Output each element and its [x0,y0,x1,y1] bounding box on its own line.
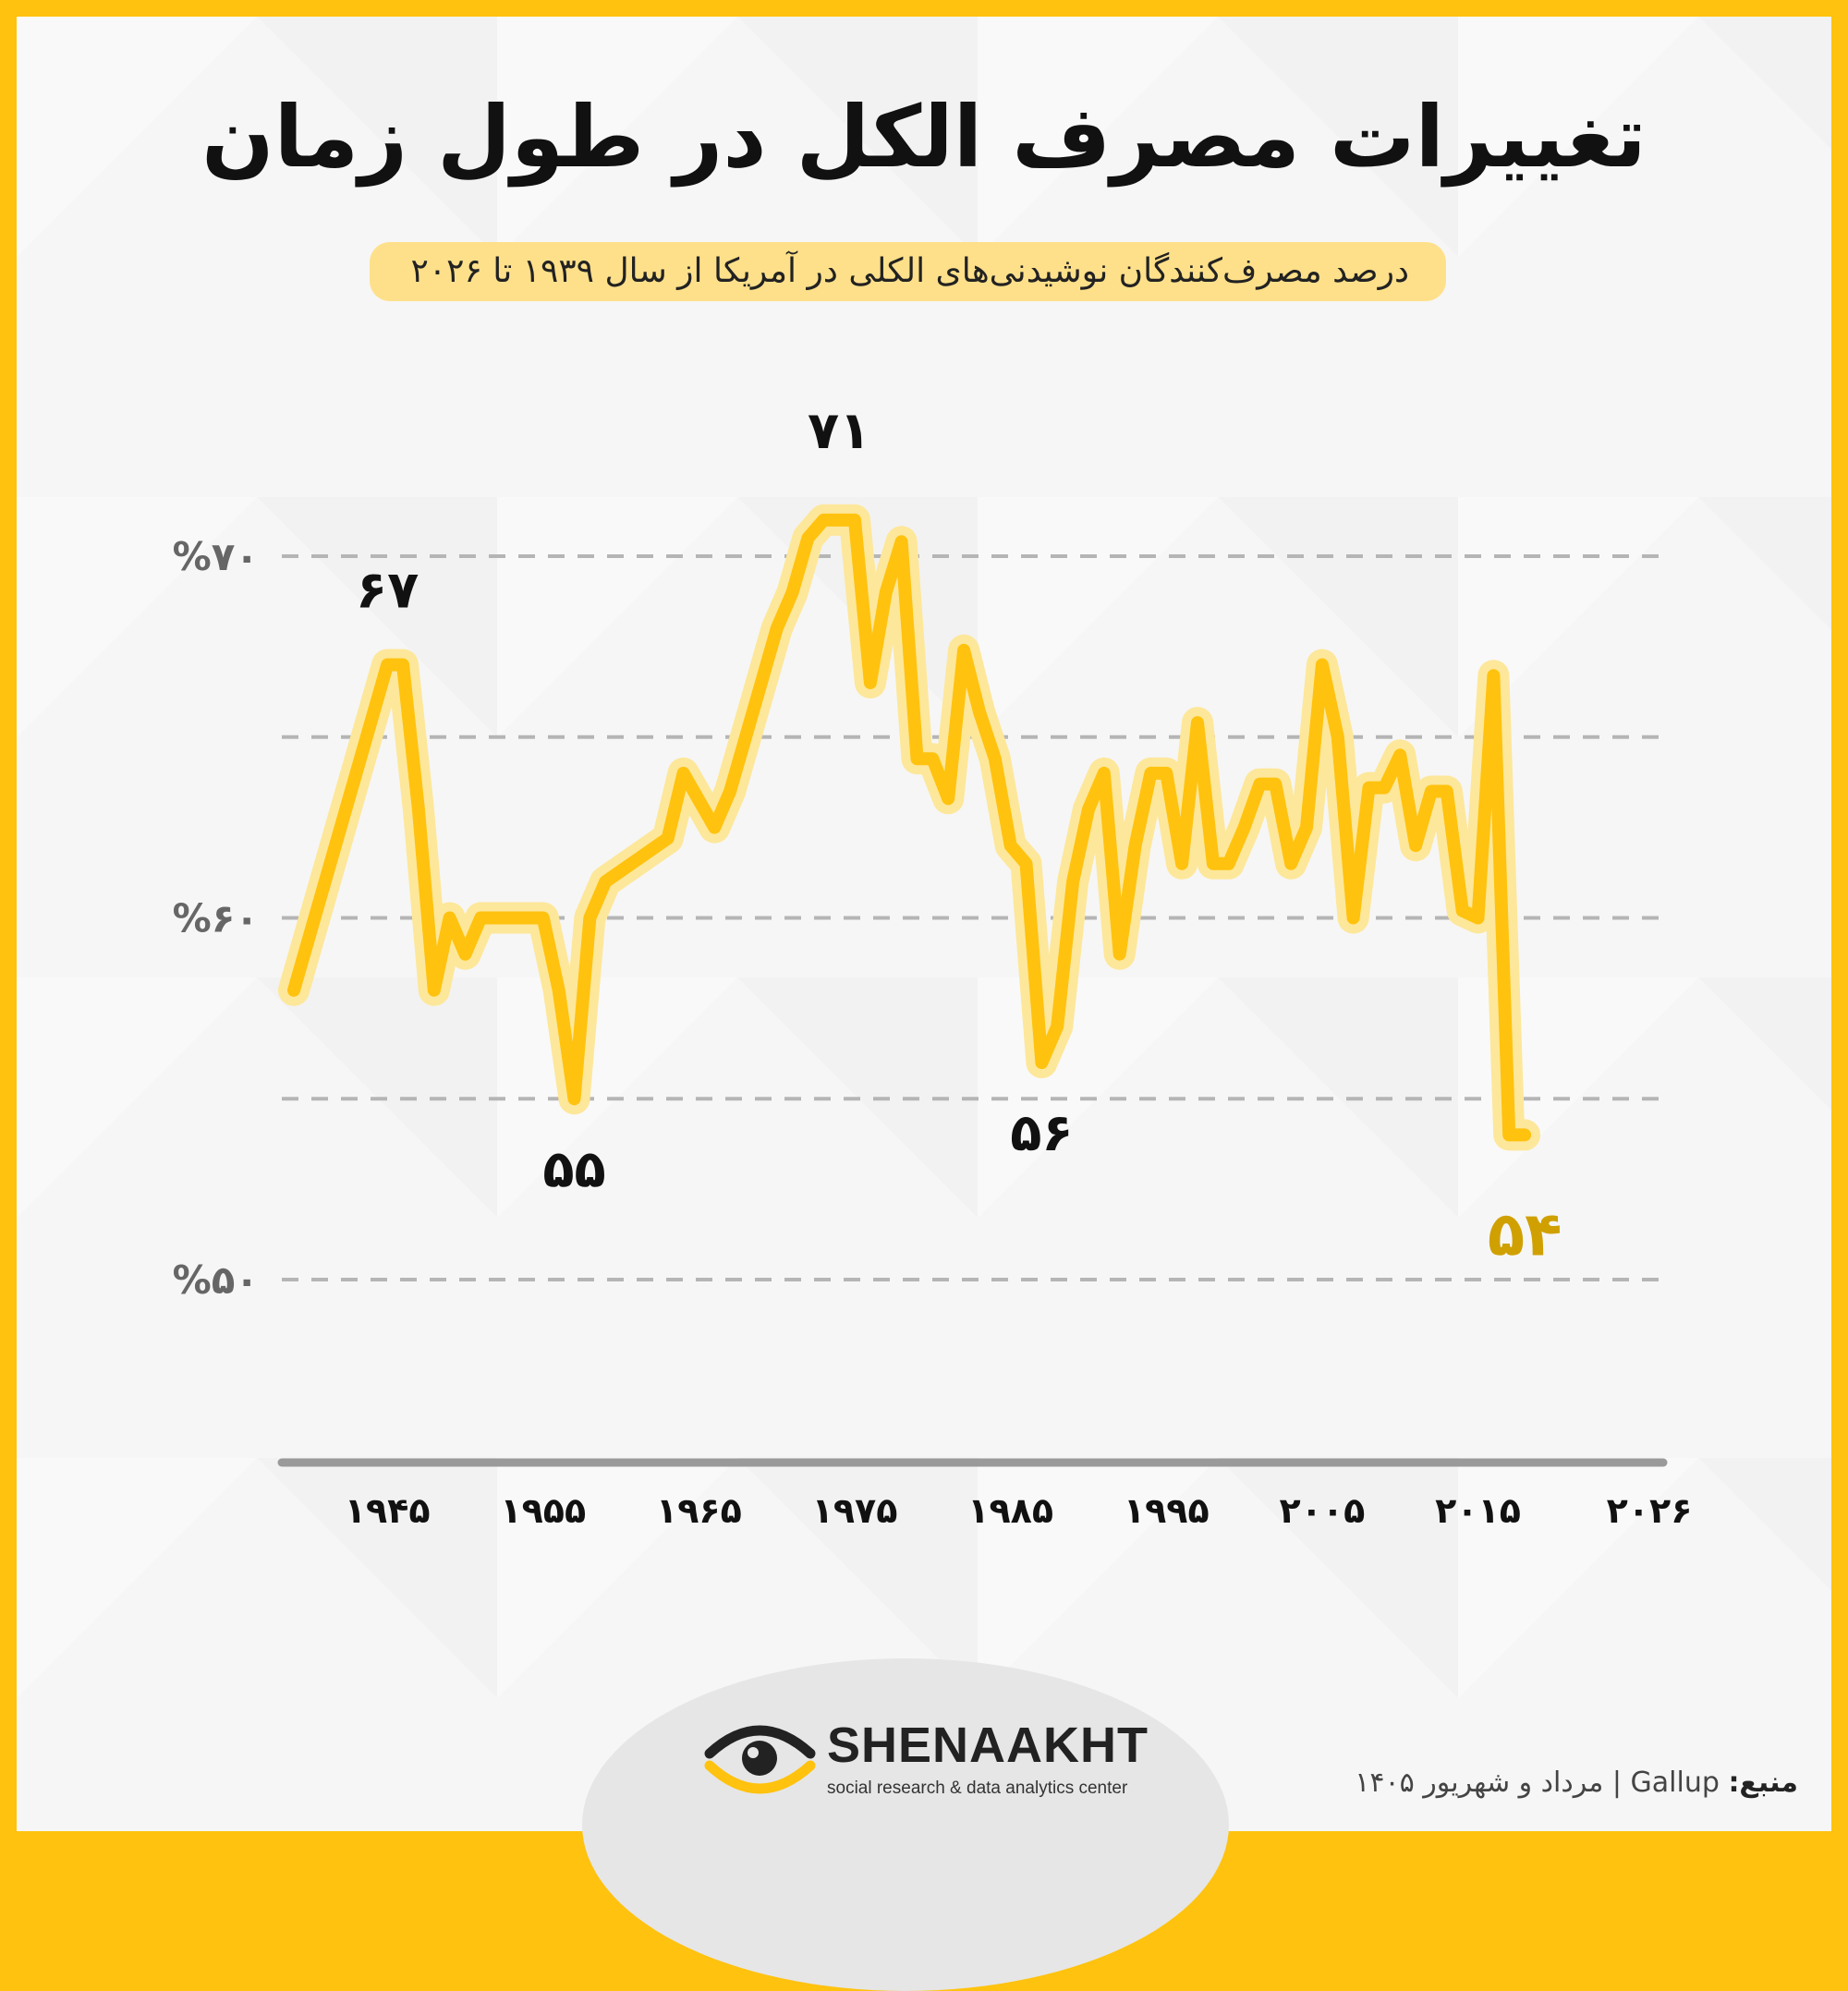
x-tick-label: ۲۰۰۵ [1280,1490,1366,1531]
series-line [287,513,1532,1142]
x-tick-label: ۲۰۲۶ [1607,1490,1693,1531]
source-date: مرداد و شهریور ۱۴۰۵ [1355,1766,1604,1799]
x-tick-label: ۱۹۵۵ [500,1490,586,1531]
line-chart: %۵۰ %۶۰ %۷۰ ۱۹۴۵ ۱۹۵۵ ۱۹۶۵ ۱۹۷۵ ۱۹۸۵ ۱۹۹۵ ۲۰۰۵ ۲۰… [173,401,1693,1531]
brand-tagline: social research & data analytics center [827,1779,1128,1798]
logo-background [582,1658,1229,1991]
data-label: ۵۵ [542,1139,605,1199]
x-tick-label: ۱۹۷۵ [812,1490,898,1531]
y-tick-label: %۷۰ [173,534,259,579]
source-name: Gallup [1630,1766,1720,1799]
source-label: منبع: [1728,1766,1798,1799]
x-tick-label: ۱۹۶۵ [656,1490,742,1531]
data-label: ۶۷ [356,560,419,620]
eye-logo-icon [704,1725,816,1794]
chart-title: تغییرات مصرف الکل در طول زمان [201,88,1647,187]
series-line-group [278,504,1541,1151]
subtitle-pill [370,242,1446,301]
x-tick-label: ۱۹۸۵ [967,1490,1053,1531]
y-axis: %۵۰ %۶۰ %۷۰ [173,534,259,1303]
x-tick-label: ۲۰۱۵ [1435,1490,1521,1531]
source-note: منبع: Gallup | مرداد و شهریور ۱۴۰۵ [1355,1766,1798,1799]
x-tick-label: ۱۹۹۵ [1124,1490,1210,1531]
chart-subtitle: درصد مصرف‌کنندگان نوشیدنی‌های الکلی در آ… [410,252,1409,290]
data-labels: ۶۷ ۵۵ ۷۱ ۵۶ ۵۴ [356,401,1562,1270]
poster-frame [17,17,1831,1831]
y-tick-label: %۶۰ [173,896,259,941]
data-label: ۵۶ [1010,1103,1073,1163]
data-label: ۷۱ [808,401,870,461]
y-tick-label: %۵۰ [173,1257,259,1303]
data-label-final: ۵۴ [1488,1198,1562,1269]
brand-name: SHENAAKHT [827,1718,1149,1773]
source-separator: | [1611,1766,1622,1799]
x-tick-label: ۱۹۴۵ [345,1490,431,1531]
x-axis: ۱۹۴۵ ۱۹۵۵ ۱۹۶۵ ۱۹۷۵ ۱۹۸۵ ۱۹۹۵ ۲۰۰۵ ۲۰۱۵ ۲۰۲۶ [345,1490,1693,1531]
